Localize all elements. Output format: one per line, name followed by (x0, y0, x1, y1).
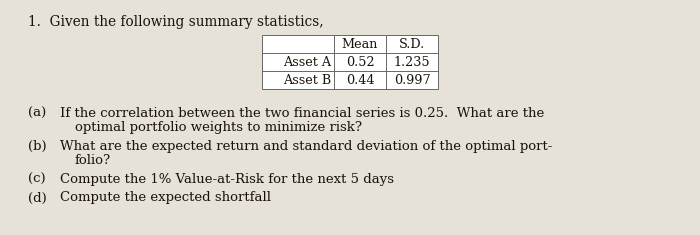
Text: Compute the expected shortfall: Compute the expected shortfall (60, 192, 271, 204)
Text: Asset B: Asset B (283, 74, 331, 86)
Text: 1.  Given the following summary statistics,: 1. Given the following summary statistic… (28, 15, 323, 29)
Text: (c): (c) (28, 173, 46, 186)
Text: (b): (b) (28, 140, 47, 153)
Text: 0.52: 0.52 (346, 55, 375, 68)
Text: S.D.: S.D. (399, 38, 425, 51)
Text: Mean: Mean (342, 38, 378, 51)
Text: If the correlation between the two financial series is 0.25.  What are the: If the correlation between the two finan… (60, 107, 545, 120)
Text: 0.44: 0.44 (346, 74, 375, 86)
Text: 1.235: 1.235 (393, 55, 430, 68)
Text: Compute the 1% Value-at-Risk for the next 5 days: Compute the 1% Value-at-Risk for the nex… (60, 173, 394, 186)
Text: Asset A: Asset A (283, 55, 331, 68)
Text: What are the expected return and standard deviation of the optimal port-: What are the expected return and standar… (60, 140, 552, 153)
Text: 0.997: 0.997 (393, 74, 430, 86)
Bar (262, 35, 438, 89)
Text: folio?: folio? (75, 154, 111, 168)
Text: optimal portfolio weights to minimize risk?: optimal portfolio weights to minimize ri… (75, 121, 362, 134)
Text: (d): (d) (28, 192, 47, 204)
Text: (a): (a) (28, 107, 46, 120)
